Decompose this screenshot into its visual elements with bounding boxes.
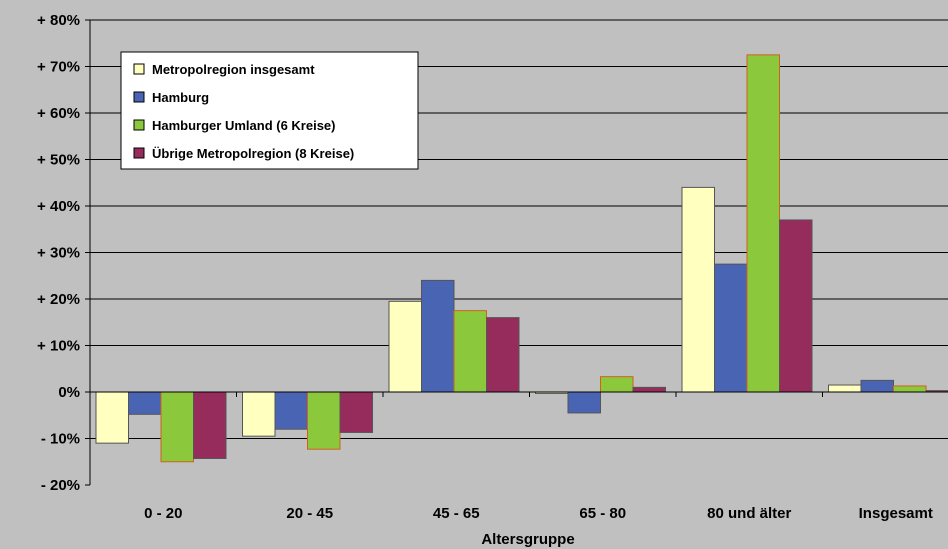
legend-label-1: Metropolregion insgesamt — [152, 62, 315, 77]
bars — [95, 54, 948, 463]
bar-2-2 — [274, 391, 308, 430]
legend: Metropolregion insgesamt Hamburg Hamburger… — [120, 51, 419, 170]
bar-2-1 — [128, 391, 162, 415]
x-tick-label: 80 und älter — [707, 505, 791, 522]
legend-label-3: Hamburger Umland (6 Kreise) — [152, 118, 336, 133]
x-tick-label: Insgesamt — [859, 505, 933, 522]
x-tick-label: 0 - 20 — [144, 505, 182, 522]
y-tick-label: + 10% — [37, 338, 80, 355]
y-tick-label: + 50% — [37, 152, 80, 169]
x-tick-label: 20 - 45 — [286, 505, 333, 522]
bar-4-1 — [193, 391, 227, 459]
bar-4-3 — [486, 317, 520, 393]
legend-swatch-1 — [133, 63, 145, 75]
bar-3-6 — [893, 385, 927, 393]
bar-2-3 — [421, 279, 455, 393]
bar-3-4 — [600, 376, 634, 393]
y-tick-label: 0% — [58, 384, 80, 401]
x-tick-label: 65 - 80 — [579, 505, 626, 522]
bar-1-6 — [828, 384, 862, 393]
legend-box — [120, 51, 419, 170]
bar-1-1 — [95, 391, 129, 444]
bar-3-1 — [160, 391, 194, 463]
y-tick-label: + 30% — [37, 245, 80, 262]
bar-4-2 — [339, 391, 373, 433]
axes — [85, 19, 948, 486]
bar-3-5 — [746, 54, 780, 393]
y-tick-label: - 20% — [41, 477, 80, 494]
y-tick-label: + 20% — [37, 291, 80, 308]
bar-1-5 — [681, 186, 715, 393]
y-tick-labels: - 20% - 10% 0% + 10% + 20% + 30% + 40% + 50% + 6… — [37, 12, 80, 494]
x-tick-labels: 0 - 20 20 - 45 45 - 65 65 - 80 80 und älter I… — [144, 505, 933, 522]
bar-4-5 — [779, 219, 813, 393]
y-tick-label: - 10% — [41, 431, 80, 448]
y-tick-label: + 70% — [37, 59, 80, 76]
bar-1-3 — [388, 300, 422, 393]
y-tick-label: + 80% — [37, 12, 80, 29]
legend-swatch-2 — [133, 91, 145, 103]
legend-swatch-3 — [133, 119, 145, 131]
legend-label-4: Übrige Metropolregion (8 Kreise) — [152, 146, 354, 161]
bar-2-6 — [860, 379, 894, 393]
bar-3-3 — [453, 310, 487, 393]
y-tick-label: + 60% — [37, 105, 80, 122]
x-tick-label: 45 - 65 — [433, 505, 480, 522]
bar-2-4 — [567, 391, 601, 414]
legend-label-2: Hamburg — [152, 90, 209, 105]
x-axis-title: Altersgruppe — [481, 531, 574, 548]
y-tick-label: + 40% — [37, 198, 80, 215]
bar-3-2 — [307, 391, 341, 450]
bar-4-4 — [632, 386, 666, 393]
legend-swatch-4 — [133, 147, 145, 159]
bar-1-2 — [242, 391, 276, 437]
bar-2-5 — [714, 263, 748, 393]
